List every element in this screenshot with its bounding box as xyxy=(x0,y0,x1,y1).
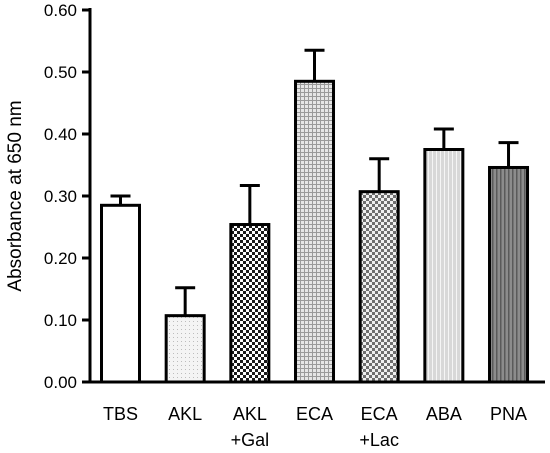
bars-layer xyxy=(100,79,530,384)
category-label-aba: ABA xyxy=(426,404,462,424)
category-label-eca: ECA xyxy=(296,404,333,424)
bar-eca xyxy=(294,79,336,384)
y-tick-label: 0.40 xyxy=(44,125,77,144)
y-tick-label: 0.00 xyxy=(44,373,77,392)
y-tick-label: 0.50 xyxy=(44,63,77,82)
y-tick-label: 0.60 xyxy=(44,1,77,20)
y-tick-label: 0.30 xyxy=(44,187,77,206)
bar-tbs xyxy=(100,203,141,384)
category-label-tbs: TBS xyxy=(103,404,138,424)
y-tick-label: 0.10 xyxy=(44,311,77,330)
axes-layer xyxy=(82,8,545,384)
bar-akl-plus-gal xyxy=(229,223,271,384)
category-sublabel-eca-plus-lac: +Lac xyxy=(359,430,399,450)
category-sublabel-akl-plus-gal: +Gal xyxy=(231,430,270,450)
bar-pna xyxy=(488,165,530,384)
y-axis-title: Absorbance at 650 nm xyxy=(5,100,26,291)
y-tick-label: 0.20 xyxy=(44,249,77,268)
category-label-akl: AKL xyxy=(168,404,202,424)
category-label-eca-plus-lac: ECA xyxy=(361,404,398,424)
bar-akl xyxy=(164,314,206,384)
category-label-pna: PNA xyxy=(490,404,527,424)
error-bars-layer xyxy=(110,48,519,316)
bar-eca-plus-lac xyxy=(358,190,400,384)
bar-aba xyxy=(423,148,465,384)
labels-layer: TBS AKL AKL +Gal ECA ECA +Lac ABA PNA 0.00 0.10 0.2… xyxy=(5,1,527,450)
category-label-akl-plus-gal: AKL xyxy=(233,404,267,424)
